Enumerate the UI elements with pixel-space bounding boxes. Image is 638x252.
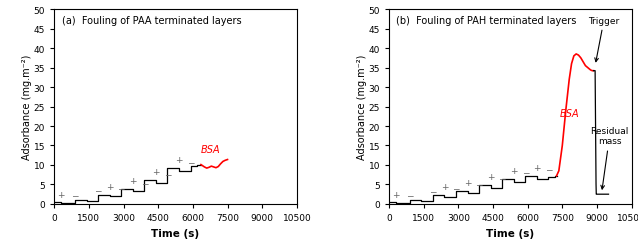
Text: BSA: BSA [560, 109, 579, 119]
Text: −: − [187, 158, 195, 167]
Text: +: + [57, 190, 65, 199]
Text: +: + [392, 190, 399, 199]
Text: +: + [464, 178, 471, 187]
X-axis label: Time (s): Time (s) [486, 228, 535, 238]
Text: −: − [475, 180, 483, 188]
Text: +: + [533, 163, 540, 172]
Text: −: − [164, 170, 171, 179]
Text: +: + [152, 167, 160, 176]
Text: +: + [510, 167, 517, 176]
Text: +: + [487, 173, 494, 182]
X-axis label: Time (s): Time (s) [151, 228, 200, 238]
Text: −: − [117, 183, 125, 193]
Text: −: − [545, 164, 553, 173]
Text: +: + [106, 183, 114, 192]
Y-axis label: Adsorbance (mg.m⁻²): Adsorbance (mg.m⁻²) [22, 55, 33, 160]
Text: Residual
mass: Residual mass [591, 127, 629, 189]
Text: −: − [94, 185, 102, 195]
Text: Trigger: Trigger [588, 17, 619, 62]
Text: −: − [452, 183, 460, 193]
Text: −: − [429, 187, 436, 196]
Text: BSA: BSA [200, 144, 220, 154]
Text: −: − [71, 190, 78, 199]
Text: (a)  Fouling of PAA terminated layers: (a) Fouling of PAA terminated layers [61, 16, 241, 26]
Text: +: + [129, 177, 137, 185]
Text: +: + [175, 155, 182, 164]
Text: −: − [498, 174, 506, 183]
Text: −: − [406, 190, 413, 199]
Text: −: − [140, 178, 148, 187]
Text: +: + [441, 183, 449, 192]
Text: −: − [522, 168, 529, 177]
Y-axis label: Adsorbance (mg.m⁻²): Adsorbance (mg.m⁻²) [357, 55, 367, 160]
Text: (b)  Fouling of PAH terminated layers: (b) Fouling of PAH terminated layers [396, 16, 577, 26]
